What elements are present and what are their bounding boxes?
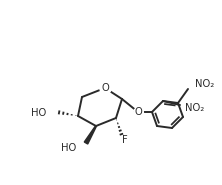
Text: NO₂: NO₂ (185, 103, 204, 113)
Text: HO: HO (61, 143, 76, 153)
Text: O: O (101, 83, 109, 93)
Text: HO: HO (31, 108, 46, 118)
Text: F: F (122, 135, 128, 145)
Text: NO₂: NO₂ (195, 79, 214, 89)
Polygon shape (84, 126, 96, 144)
Text: O: O (134, 107, 142, 117)
